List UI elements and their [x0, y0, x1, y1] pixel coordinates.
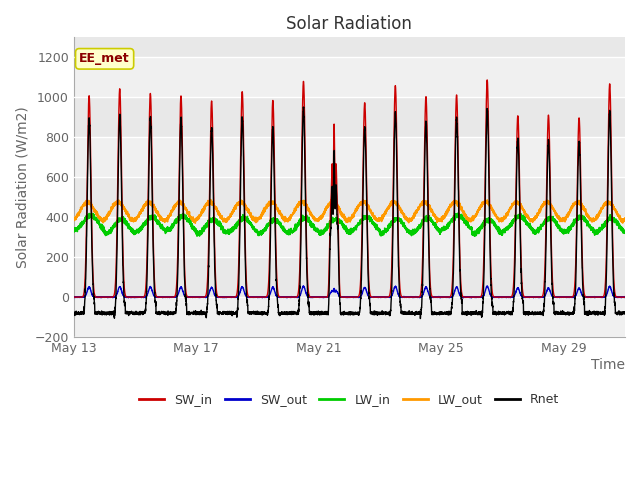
Bar [74, 57, 625, 97]
Bar [74, 217, 625, 257]
Y-axis label: Solar Radiation (W/m2): Solar Radiation (W/m2) [15, 107, 29, 268]
X-axis label: Time: Time [591, 358, 625, 372]
Legend: SW_in, SW_out, LW_in, LW_out, Rnet: SW_in, SW_out, LW_in, LW_out, Rnet [134, 388, 564, 411]
Text: EE_met: EE_met [79, 52, 130, 65]
Bar [74, 297, 625, 337]
Title: Solar Radiation: Solar Radiation [287, 15, 412, 33]
Bar [74, 137, 625, 177]
